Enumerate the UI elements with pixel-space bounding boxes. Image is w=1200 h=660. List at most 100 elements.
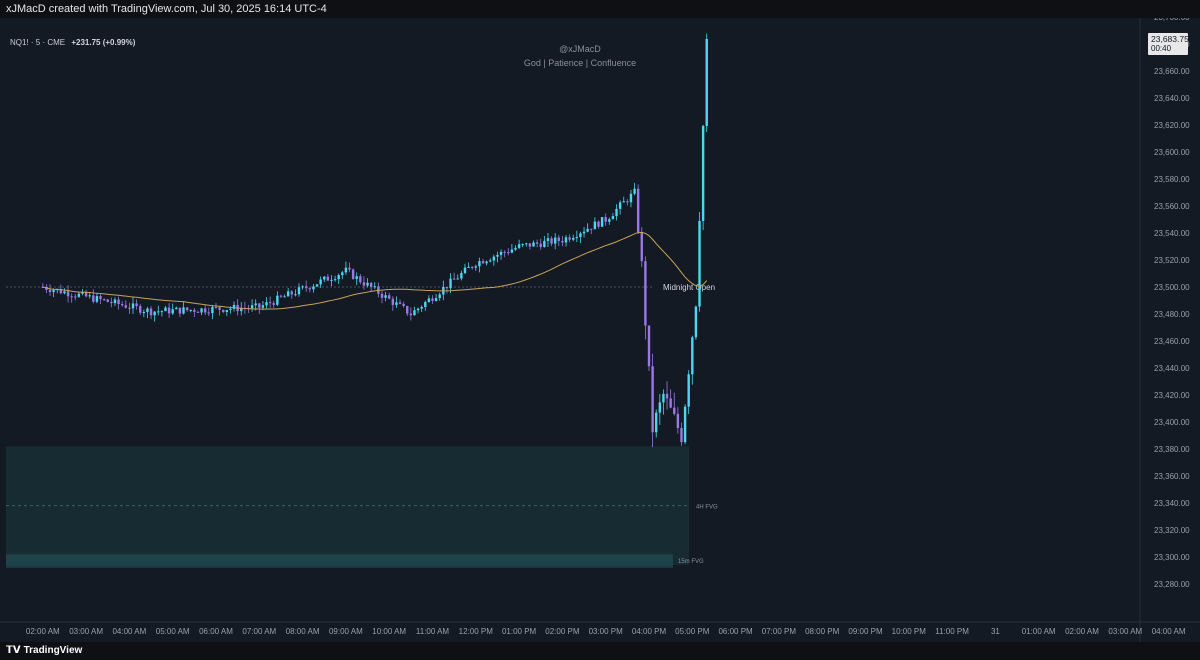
- candle-body: [622, 201, 625, 203]
- candle-body: [510, 249, 514, 253]
- fvg-4h-label: 4H FVG: [696, 505, 718, 511]
- candle-body: [438, 294, 441, 299]
- candle-body: [593, 221, 597, 230]
- candle-body: [651, 366, 654, 433]
- candle-body: [142, 311, 146, 313]
- candle-body: [470, 266, 474, 268]
- candle-body: [120, 304, 124, 306]
- candle-body: [618, 202, 622, 209]
- y-tick-label: 23,460.00: [1154, 337, 1190, 346]
- candle-body: [517, 244, 521, 248]
- y-tick-label: 23,400.00: [1154, 418, 1190, 427]
- candle-body: [452, 278, 456, 280]
- y-tick-label: 23,660.00: [1154, 67, 1190, 76]
- candle-body: [553, 237, 557, 244]
- candle-body: [113, 299, 117, 304]
- candle-body: [185, 307, 189, 310]
- candle-body: [582, 231, 586, 234]
- chart-title: xJMacD created with TradingView.com, Jul…: [6, 3, 327, 15]
- x-tick-label: 03:00 PM: [589, 627, 624, 636]
- candle-body: [485, 261, 488, 264]
- candle-body: [157, 311, 160, 313]
- candle-body: [420, 306, 423, 309]
- watermark: @xJMacD God | Patience | Confluence: [500, 42, 660, 70]
- candle-body: [395, 302, 398, 305]
- candle-body: [92, 295, 95, 302]
- candle-body: [290, 291, 293, 295]
- candle-body: [539, 243, 542, 248]
- candle-body: [615, 208, 618, 217]
- candle-body: [362, 282, 366, 286]
- candle-body: [294, 294, 297, 296]
- x-tick-label: 02:00 PM: [545, 627, 580, 636]
- candle-body: [398, 302, 402, 304]
- candle-body: [258, 303, 261, 308]
- y-tick-label: 23,500.00: [1154, 283, 1190, 292]
- candle-body: [135, 303, 138, 307]
- candle-body: [550, 238, 553, 244]
- candle-body: [326, 276, 330, 281]
- candle-body: [175, 307, 178, 310]
- candle-body: [218, 307, 221, 310]
- candle-body: [348, 267, 351, 270]
- midnight-open-label: Midnight Open: [663, 283, 715, 292]
- candle-body: [687, 374, 690, 407]
- candle-body: [597, 221, 600, 227]
- candle-body: [532, 242, 535, 247]
- candle-body: [225, 310, 229, 312]
- candle-body: [70, 296, 73, 298]
- candle-body: [600, 217, 604, 227]
- candle-body: [211, 307, 214, 314]
- candle-body: [626, 201, 629, 203]
- candle-body: [106, 299, 109, 302]
- candle-body: [59, 288, 63, 294]
- candle-body: [193, 309, 196, 312]
- candle-body: [413, 310, 416, 316]
- x-tick-label: 12:00 PM: [459, 627, 494, 636]
- tradingview-logo[interactable]: 𝗧𝗩 TradingView: [0, 645, 82, 656]
- candle-body: [662, 393, 665, 403]
- x-tick-label: 08:00 PM: [805, 627, 840, 636]
- candle-body: [178, 307, 182, 314]
- candle-body: [561, 241, 564, 243]
- candle-body: [499, 251, 503, 255]
- chart-area[interactable]: 23,700.0023,680.0023,660.0023,640.0023,6…: [0, 18, 1200, 642]
- candle-body: [655, 412, 658, 433]
- y-tick-label: 23,320.00: [1154, 526, 1190, 535]
- moving-average-line: [42, 231, 708, 310]
- candle-body: [240, 307, 243, 312]
- candle-body: [543, 240, 546, 248]
- candle-body: [611, 216, 615, 220]
- candle-body: [279, 295, 283, 297]
- candle-body: [449, 278, 452, 289]
- brand-label: TradingView: [23, 645, 83, 656]
- candle-body: [474, 266, 477, 268]
- candle-body: [312, 286, 315, 290]
- x-tick-label: 01:00 AM: [1022, 627, 1056, 636]
- candle-body: [535, 242, 539, 244]
- candle-body: [250, 305, 254, 309]
- price-axis[interactable]: [1140, 18, 1200, 642]
- candle-body: [694, 306, 698, 338]
- candle-body: [503, 251, 506, 253]
- candle-body: [153, 311, 156, 316]
- candle-body: [658, 402, 662, 413]
- last-price-label-bg: [1148, 32, 1188, 55]
- symbol-label: NQ1! · 5 · CME: [10, 38, 66, 47]
- candle-body: [355, 276, 358, 279]
- price-chart[interactable]: 23,700.0023,680.0023,660.0023,640.0023,6…: [0, 18, 1200, 642]
- candle-body: [286, 291, 290, 297]
- candle-body: [665, 393, 669, 399]
- x-tick-label: 06:00 PM: [718, 627, 753, 636]
- candle-body: [463, 267, 467, 274]
- candle-body: [579, 233, 582, 238]
- candle-body: [341, 272, 344, 276]
- candle-body: [171, 309, 174, 314]
- candle-body: [196, 311, 200, 313]
- candle-body: [359, 276, 362, 283]
- candle-body: [691, 337, 694, 375]
- candle-body: [84, 291, 88, 297]
- candle-body: [333, 279, 337, 281]
- candle-body: [52, 290, 55, 293]
- y-tick-label: 23,440.00: [1154, 364, 1190, 373]
